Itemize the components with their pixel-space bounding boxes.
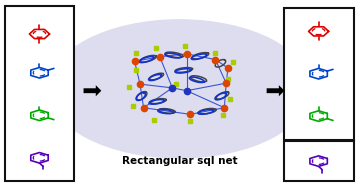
Circle shape: [48, 20, 311, 158]
Text: Rectangular sql net: Rectangular sql net: [122, 156, 237, 166]
Bar: [5, 6, 74, 181]
Bar: [284, 8, 354, 140]
Bar: [284, 141, 354, 181]
